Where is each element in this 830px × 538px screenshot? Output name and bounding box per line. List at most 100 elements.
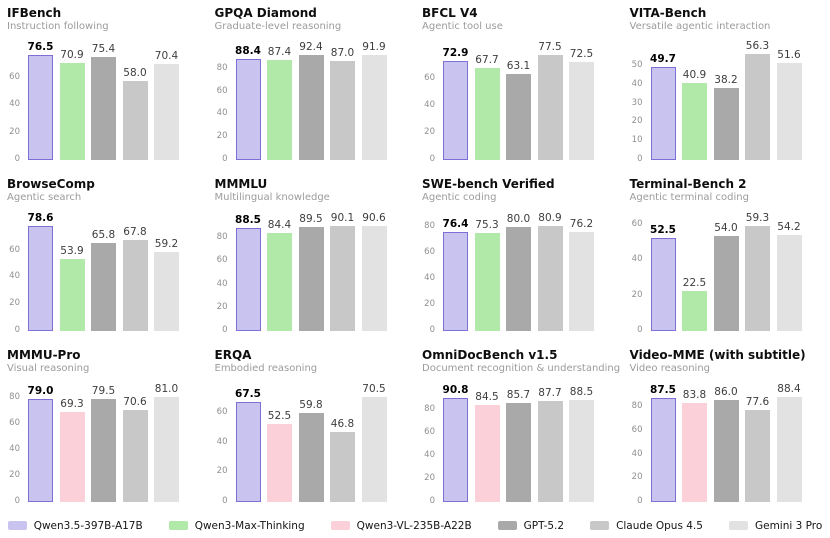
bar-value-label: 90.1 [330,212,355,225]
bar-group-qwen3-5-397b-a17b: 90.8 [443,380,468,502]
bar-qwen3-vl-235b-a22b [474,404,500,502]
chart-title: Video-MME (with subtitle) [629,348,806,362]
bar-value-label: 70.9 [60,48,84,61]
y-tick-label: 60 [424,247,435,258]
bar-group-claude-opus-4-5: 59.3 [745,209,770,331]
chart-title: MMMLU [214,177,268,191]
bar-claude-opus-4-5 [330,432,355,502]
chart-swe-bench-verified: SWE-bench Verified Agentic coding 0 20 40 60 8… [415,171,623,342]
bar-group-qwen3-5-397b-a17b: 88.4 [235,38,261,160]
bar-qwen3-5-397b-a17b [28,399,53,502]
bar-claude-opus-4-5 [122,240,148,331]
bar-group-qwen3-5-397b-a17b: 76.5 [28,38,53,160]
bars: 88.4 87.4 92.4 87.0 91.9 [235,38,387,160]
bar-gpt-5-2 [91,398,116,502]
bar-qwen3-5-397b-a17b [650,238,676,331]
bar-group-gemini-3-pro: 72.5 [569,38,594,160]
chart-subtitle: Embodied reasoning [214,363,318,374]
y-tick-label: 40 [424,273,435,284]
bar-qwen3-max-thinking [474,233,500,331]
bar-value-label: 79.0 [27,385,54,398]
bar-group-claude-opus-4-5: 80.9 [537,209,563,331]
plot-area: 0 20 40 60 78.6 53.9 65.8 67.8 59.2 [0,209,208,335]
legend-label: Qwen3-VL-235B-A22B [356,519,472,532]
bar-group-qwen3-5-397b-a17b: 87.5 [650,380,676,502]
bar-value-label: 52.5 [650,224,676,237]
legend-item-gemini-3-pro: Gemini 3 Pro [728,520,822,532]
bars: 72.9 67.7 63.1 77.5 72.5 [443,38,594,160]
bar-group-claude-opus-4-5: 58.0 [122,38,148,160]
bar-value-label: 92.4 [299,40,323,53]
bars: 52.5 22.5 54.0 59.3 54.2 [650,209,802,331]
bar-value-label: 84.4 [267,218,292,231]
bar-value-label: 76.2 [569,218,594,231]
bar-group-qwen3-vl-235b-a22b: 84.5 [474,380,500,502]
bar-group-gemini-3-pro: 70.5 [361,380,387,502]
bar-value-label: 54.0 [714,221,738,234]
bar-gpt-5-2 [713,235,739,331]
chart-subtitle: Versatile agentic interaction [629,21,771,32]
legend-swatch-icon [590,521,610,530]
bars: 87.5 83.8 86.0 77.6 88.4 [650,380,802,502]
bar-claude-opus-4-5 [745,410,770,502]
bar-group-gemini-3-pro: 88.5 [569,380,594,502]
bar-group-claude-opus-4-5: 67.8 [122,209,148,331]
y-tick-label: 20 [631,472,643,483]
legend: Qwen3.5-397B-A17B Qwen3-Max-Thinking Qwen3… [0,513,830,538]
bar-group-qwen3-vl-235b-a22b: 52.5 [267,380,292,502]
y-tick-label: 0 [637,325,643,335]
y-tick-label: 40 [216,436,228,447]
plot-area: 0 20 40 60 80 90.8 84.5 85.7 87.7 88.5 [415,380,623,506]
bar-group-qwen3-5-397b-a17b: 78.6 [28,209,53,331]
y-tick-label: 0 [222,154,228,164]
bar-value-label: 67.7 [475,54,499,67]
bar-group-gemini-3-pro: 88.4 [776,380,802,502]
bar-group-qwen3-max-thinking: 22.5 [682,209,707,331]
bar-group-claude-opus-4-5: 87.0 [330,38,355,160]
y-tick-label: 50 [631,60,643,71]
bar-group-gemini-3-pro: 70.4 [154,38,179,160]
chart-terminal-bench-2: Terminal-Bench 2 Agentic terminal coding 0… [623,171,830,342]
bar-qwen3-max-thinking [474,68,500,160]
bar-value-label: 54.2 [777,221,801,234]
bar-value-label: 67.5 [235,387,261,400]
bar-value-label: 70.5 [362,383,386,396]
bar-group-gemini-3-pro: 90.6 [361,209,387,331]
bar-value-label: 78.6 [27,211,54,224]
y-tick-label: 60 [216,255,228,266]
legend-label: Claude Opus 4.5 [616,519,703,532]
y-tick-label: 60 [9,244,20,255]
bar-group-gpt-5-2: 59.8 [298,380,324,502]
bar-group-qwen3-5-397b-a17b: 88.5 [235,209,261,331]
bars: 76.4 75.3 80.0 80.9 76.2 [443,209,594,331]
bar-gpt-5-2 [713,88,739,160]
bar-value-label: 70.4 [154,49,179,62]
bar-gpt-5-2 [91,56,116,160]
bar-group-gemini-3-pro: 76.2 [569,209,594,331]
y-tick-label: 40 [424,449,435,460]
bar-group-gemini-3-pro: 54.2 [776,209,802,331]
y-tick-label: 0 [222,496,228,506]
y-tick-label: 20 [424,126,435,137]
y-tick-label: 30 [631,97,643,108]
bar-value-label: 63.1 [506,60,531,73]
chart-title: SWE-bench Verified [422,177,555,191]
bar-group-qwen3-5-397b-a17b: 72.9 [443,38,468,160]
chart-subtitle: Visual reasoning [7,363,90,374]
y-tick-label: 0 [429,325,435,335]
bar-value-label: 52.5 [267,409,292,422]
y-tick-label: 20 [631,289,643,300]
y-tick-label: 60 [216,85,228,96]
bar-group-gpt-5-2: 65.8 [91,209,116,331]
y-tick-label: 10 [631,135,643,146]
y-tick-label: 60 [9,418,20,429]
bar-group-claude-opus-4-5: 77.5 [537,38,563,160]
bars: 76.5 70.9 75.4 58.0 70.4 [28,38,179,160]
bar-group-claude-opus-4-5: 46.8 [330,380,355,502]
plot-area: 0 20 40 60 52.5 22.5 54.0 59.3 54.2 [623,209,830,335]
y-tick-label: 40 [631,448,643,459]
chart-erqa: ERQA Embodied reasoning 0 20 40 60 67.5 52.5 59.… [208,342,416,513]
bar-group-qwen3-max-thinking: 70.9 [59,38,85,160]
charts-grid: IFBench Instruction following 0 20 40 60 76.5 7… [0,6,830,513]
bar-value-label: 22.5 [682,277,707,290]
